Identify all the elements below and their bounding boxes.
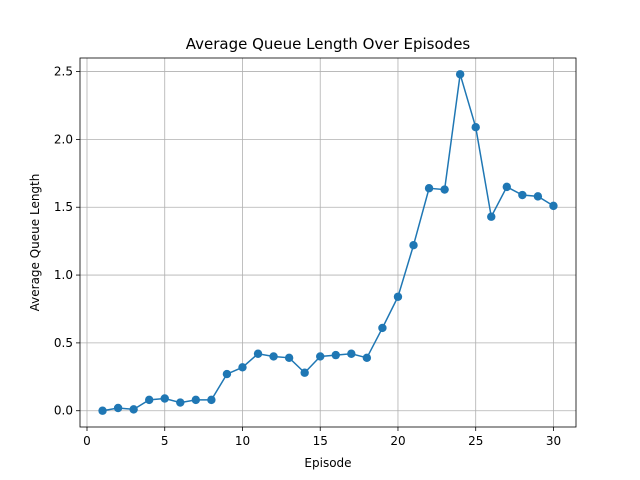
data-point (160, 394, 169, 403)
data-point (144, 395, 154, 405)
y-tick-label: 0.5 (54, 336, 73, 350)
x-tick-label: 10 (235, 434, 250, 448)
data-point (113, 403, 123, 413)
data-point (471, 122, 480, 132)
y-tick-label: 1.5 (54, 200, 73, 214)
data-point (284, 353, 294, 363)
series-average-queue-length (98, 70, 558, 415)
data-point (316, 352, 325, 361)
data-point (191, 395, 201, 405)
data-point (518, 190, 527, 200)
x-tick-label: 25 (468, 434, 483, 448)
x-tick-label: 20 (390, 434, 405, 448)
data-point (378, 323, 387, 333)
x-tick-label: 30 (546, 434, 561, 448)
data-point (176, 398, 185, 407)
x-axis-label: Episode (304, 456, 351, 470)
y-tick-label: 1.0 (54, 268, 73, 282)
chart-title: Average Queue Length Over Episodes (186, 35, 471, 53)
grid (80, 58, 576, 427)
data-point (502, 182, 512, 192)
data-point (440, 185, 449, 194)
data-point (129, 405, 138, 414)
data-point (238, 363, 247, 372)
y-axis-label: Average Queue Length (28, 174, 42, 312)
data-point (269, 352, 278, 361)
plot-frame (79, 57, 577, 428)
data-point (455, 70, 465, 79)
data-point (487, 212, 496, 221)
x-tick-label: 15 (313, 434, 328, 448)
data-point (362, 353, 372, 363)
y-tick-label: 0.0 (54, 404, 73, 418)
y-tick-label: 2.0 (54, 132, 73, 146)
data-point (393, 292, 403, 301)
data-point (98, 406, 107, 415)
x-tick-label: 5 (161, 434, 169, 448)
data-point (300, 368, 309, 377)
data-point (409, 241, 418, 250)
data-point (424, 184, 434, 193)
data-point (533, 192, 543, 201)
x-axis: 0 5 10 15 20 25 30 (83, 427, 561, 448)
data-point (331, 350, 340, 360)
series-line (102, 74, 554, 412)
data-point (222, 369, 232, 379)
data-point (347, 349, 356, 358)
x-tick-label: 0 (83, 434, 91, 448)
y-axis: 0.0 0.5 1.0 1.5 2.0 2.5 (54, 65, 80, 418)
data-point (207, 395, 216, 405)
data-point (549, 201, 558, 211)
y-tick-label: 2.5 (54, 65, 73, 79)
data-point (253, 349, 263, 358)
